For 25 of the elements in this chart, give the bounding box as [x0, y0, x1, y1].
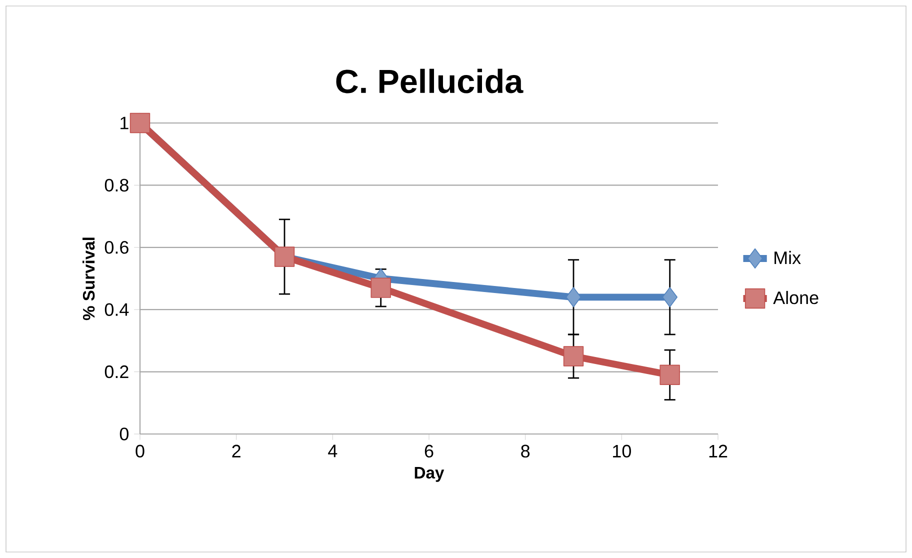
y-tick-label: 0.4: [104, 303, 129, 316]
x-tick-label: 10: [613, 444, 631, 458]
x-tick-label: 8: [521, 444, 530, 458]
x-tick-label: 12: [709, 444, 728, 458]
point: [662, 287, 678, 308]
chart-title: C. Pellucida: [336, 68, 524, 94]
y-tick-label: 1: [120, 116, 128, 130]
y-tick-label: 0.6: [104, 241, 128, 254]
x-axis-title: Day: [414, 467, 444, 482]
y-tick-label: 0: [120, 428, 129, 440]
x-tick-label: 2: [232, 444, 240, 458]
y-tick-label: 0.2: [104, 365, 128, 378]
point: [566, 287, 582, 308]
point: [370, 278, 391, 298]
x-tick-label: 6: [424, 444, 434, 458]
point: [274, 246, 295, 267]
legend-label: Mix: [774, 250, 801, 264]
x-tick-label: 4: [328, 444, 338, 458]
point: [563, 346, 584, 366]
point: [130, 112, 150, 134]
y-axis-title: % Survival: [82, 238, 95, 320]
point: [660, 364, 680, 386]
x-tick-label: 0: [136, 444, 144, 458]
legend-label: Alone: [773, 290, 818, 304]
y-tick-label: 0.8: [104, 178, 128, 192]
